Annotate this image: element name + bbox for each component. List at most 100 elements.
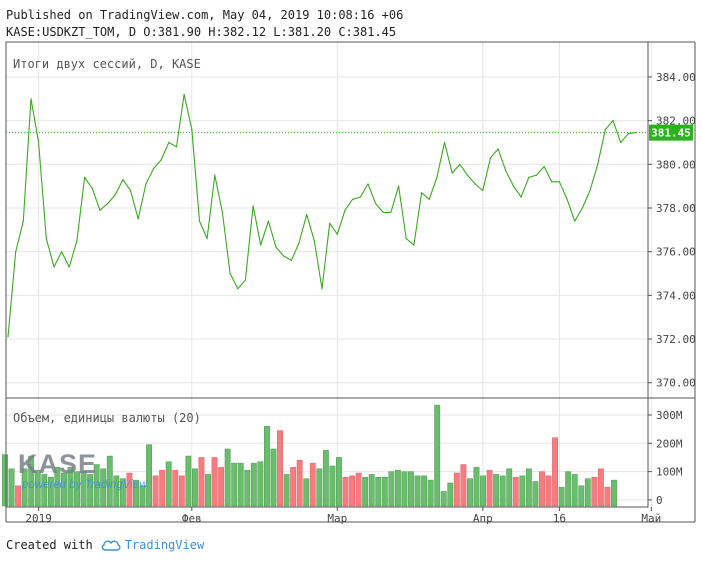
- volume-bar: [231, 462, 238, 507]
- volume-bar: [218, 467, 225, 507]
- price-point: [38, 141, 40, 144]
- volume-bar: [159, 469, 166, 507]
- kase-watermark: KASE powered by TradingView: [18, 449, 148, 491]
- volume-bar: [342, 477, 349, 507]
- volume-bar: [355, 472, 362, 507]
- price-point: [375, 203, 377, 205]
- price-point: [466, 174, 469, 176]
- price-point: [191, 128, 193, 130]
- volume-bar: [467, 478, 473, 507]
- volume-bar: [611, 479, 617, 507]
- volume-bar: [512, 477, 519, 507]
- volume-bar: [185, 455, 192, 507]
- volume-bar: [28, 455, 35, 507]
- volume-bar: [571, 474, 578, 507]
- price-point: [558, 181, 561, 183]
- volume-bar: [270, 448, 277, 507]
- price-point: [122, 178, 124, 181]
- volume-tick-label: 300M: [656, 409, 683, 422]
- tradingview-brand-link[interactable]: TradingView: [124, 538, 205, 552]
- volume-bar: [237, 462, 244, 507]
- volume-bar: [473, 467, 480, 507]
- volume-bar: [34, 469, 41, 507]
- price-point: [604, 128, 606, 130]
- volume-bar: [519, 475, 526, 507]
- volume-bar: [506, 468, 513, 507]
- price-point: [359, 196, 361, 198]
- volume-bar: [113, 475, 120, 507]
- price-point: [114, 194, 116, 196]
- volume-bar: [447, 482, 454, 507]
- price-point: [428, 198, 430, 200]
- y-tick-label: 374.00: [656, 289, 696, 302]
- y-tick-label: 372.00: [656, 333, 696, 346]
- price-point: [612, 120, 614, 122]
- price-series-line: [7, 93, 637, 337]
- x-tick-label: Май: [641, 512, 661, 525]
- price-point: [352, 198, 354, 200]
- price-point: [482, 189, 484, 192]
- price-point: [535, 174, 538, 176]
- volume-legend: Объем, единицы валюты (20): [13, 411, 201, 425]
- volume-bar: [440, 491, 447, 507]
- volume-bar: [47, 477, 54, 507]
- volume-bar: [119, 478, 126, 507]
- last-price-badge: [649, 124, 693, 141]
- volume-bar: [283, 474, 290, 507]
- price-point: [160, 159, 162, 161]
- price-point: [198, 220, 201, 222]
- volume-tick-label: 100M: [656, 466, 683, 479]
- price-point: [99, 209, 101, 211]
- price-line: [6, 93, 648, 338]
- y-tick-label: 380.00: [656, 158, 696, 171]
- created-with-label: Created with: [6, 538, 93, 552]
- volume-bar: [191, 468, 198, 507]
- volume-bar: [578, 485, 585, 507]
- volume-bar: [525, 468, 532, 507]
- volume-bar: [41, 474, 48, 507]
- volume-bar: [539, 471, 545, 507]
- volume-bar: [152, 475, 159, 507]
- volume-bar: [349, 475, 355, 507]
- volume-bar: [362, 477, 369, 507]
- volume-bar: [552, 437, 558, 507]
- volume-bar: [80, 471, 87, 507]
- price-point: [145, 183, 147, 185]
- volume-bar: [54, 467, 61, 507]
- volume-bar: [211, 457, 218, 507]
- x-tick-label: Фев: [182, 512, 202, 525]
- volume-bar: [257, 461, 264, 507]
- volume-tick-label: 0: [656, 494, 663, 507]
- volume-bar: [453, 472, 460, 507]
- volume-bar: [394, 469, 401, 507]
- volume-bar: [165, 461, 172, 507]
- volume-bar: [61, 472, 67, 507]
- y-tick-label: 370.00: [656, 377, 696, 390]
- volume-bar: [460, 464, 467, 507]
- tradingview-cloud-icon: [101, 540, 121, 551]
- volume-bar: [309, 462, 316, 507]
- volume-bar: [388, 471, 395, 507]
- price-point: [76, 240, 78, 242]
- volume-bar: [133, 479, 139, 507]
- last-price-label: 381.45: [651, 127, 691, 140]
- volume-bar: [480, 475, 486, 507]
- price-point: [214, 174, 216, 176]
- price-point: [152, 168, 155, 170]
- volume-bar: [2, 454, 8, 507]
- volume-bar: [303, 478, 310, 507]
- price-point: [7, 336, 9, 338]
- volume-bar: [604, 486, 611, 507]
- x-tick-label: 16: [553, 512, 566, 525]
- price-point: [329, 222, 331, 224]
- volume-bar: [146, 444, 152, 507]
- price-point: [336, 233, 338, 235]
- volume-bar: [224, 448, 231, 507]
- volume-bar: [375, 477, 382, 507]
- volume-bar: [205, 474, 211, 507]
- volume-bar: [597, 468, 604, 507]
- volume-bar: [532, 481, 539, 507]
- price-point: [390, 211, 392, 213]
- volume-bar: [93, 464, 100, 507]
